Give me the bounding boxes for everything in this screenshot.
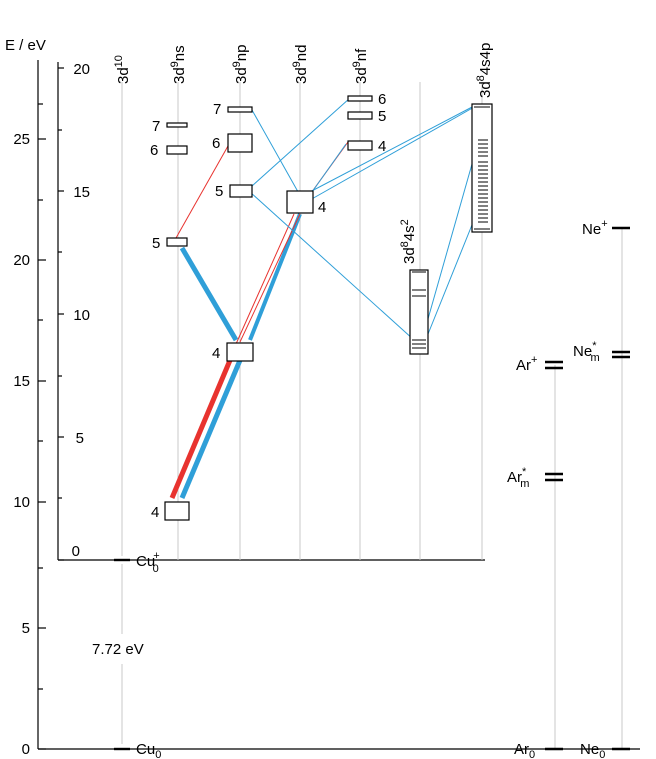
level-label-nf4: 4 xyxy=(378,138,386,155)
level-ns6 xyxy=(166,145,188,155)
level-np6 xyxy=(227,133,253,153)
level-nf5 xyxy=(347,111,373,120)
inner-tick-10: 10 xyxy=(73,307,90,324)
column-label-3d9np: 3d9np xyxy=(231,45,250,85)
level-np7 xyxy=(227,106,253,113)
axis-label: E / eV xyxy=(5,37,46,54)
ne-ion-label: Ne+ xyxy=(582,218,608,238)
sublevels-3d84s4p xyxy=(474,106,490,230)
inner-tick-15: 15 xyxy=(73,184,90,201)
column-label-3d10: 3d10 xyxy=(113,55,132,84)
cu-ion-label: Cu+ 0 xyxy=(136,550,160,575)
outer-major-ticks xyxy=(38,138,46,750)
level-np5 xyxy=(229,184,253,198)
inner-tick-0: 0 xyxy=(72,543,80,560)
level-label-nd4: 4 xyxy=(318,199,326,216)
level-np4 xyxy=(226,342,254,362)
level-nf4 xyxy=(347,140,373,151)
outer-tick-0: 0 xyxy=(22,741,30,758)
outer-minor-ticks xyxy=(38,103,43,690)
ne-meta-label: Ne* m xyxy=(573,340,600,364)
inner-tick-5: 5 xyxy=(76,430,84,447)
outer-tick-15: 15 xyxy=(13,373,30,390)
outer-tick-5: 5 xyxy=(22,620,30,637)
sublevels-3d84s2 xyxy=(412,271,426,349)
level-label-np4: 4 xyxy=(212,345,220,362)
ionization-energy-label: 7.72 eV xyxy=(92,641,144,658)
level-nd4 xyxy=(286,190,314,214)
ar-ion-label: Ar+ xyxy=(516,354,537,374)
inner-tick-20: 20 xyxy=(73,61,90,78)
level-ns7 xyxy=(166,122,188,128)
outer-tick-25: 25 xyxy=(13,131,30,148)
level-label-np6: 6 xyxy=(212,135,220,152)
level-label-np5: 5 xyxy=(215,183,223,200)
column-label-3d84s4p: 3d84s4p xyxy=(475,43,494,98)
level-label-ns7: 7 xyxy=(152,118,160,135)
level-box-3d84s4p xyxy=(471,103,493,233)
column-label-3d84s2: 3d84s2 xyxy=(399,219,418,264)
column-label-3d9nd: 3d9nd xyxy=(291,45,310,85)
ar-ground-label: Ar0 xyxy=(514,741,535,759)
level-label-np7: 7 xyxy=(213,101,221,118)
level-label-ns5: 5 xyxy=(152,235,160,252)
level-nf6 xyxy=(347,95,373,102)
outer-tick-20: 20 xyxy=(13,252,30,269)
transitions-thin-blue xyxy=(249,97,479,345)
level-label-nf6: 6 xyxy=(378,91,386,108)
cu-ground-label: Cu0 xyxy=(136,741,161,759)
ar-meta-label: Ar* m xyxy=(507,466,529,490)
level-ns4 xyxy=(164,501,190,521)
inner-ticks xyxy=(58,67,64,561)
ne-ground-label: Ne0 xyxy=(580,741,605,759)
level-box-3d84s2 xyxy=(409,269,429,355)
outer-tick-10: 10 xyxy=(13,494,30,511)
level-label-ns4: 4 xyxy=(151,504,159,521)
column-label-3d9ns: 3d9ns xyxy=(169,45,188,84)
level-ns5 xyxy=(166,237,188,247)
column-guides xyxy=(121,82,623,749)
level-label-ns6: 6 xyxy=(150,142,158,159)
transitions-thick xyxy=(169,213,302,499)
column-label-3d9nf: 3d9nf xyxy=(351,48,370,84)
level-label-nf5: 5 xyxy=(378,108,386,125)
